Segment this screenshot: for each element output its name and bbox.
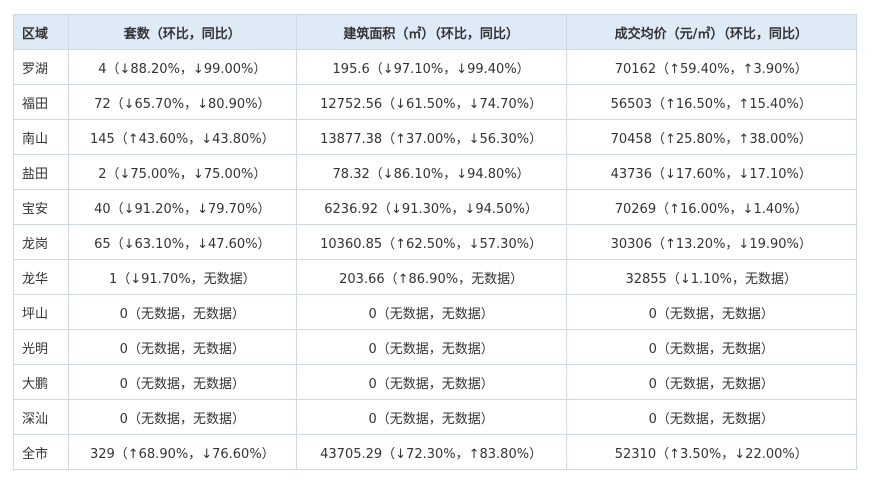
table-cell: 0（无数据，无数据）: [67, 294, 297, 330]
table-cell: 10360.85（↑62.50%，↓57.30%）: [295, 224, 567, 260]
table-cell: 30306（↑13.20%，↓19.90%）: [565, 224, 857, 260]
table-cell: 盐田: [13, 154, 69, 190]
table-cell: 南山: [13, 119, 69, 155]
data-table: 区域 套数（环比，同比） 建筑面积（㎡）（环比，同比） 成交均价（元/㎡）（环比，同比…: [13, 14, 857, 470]
table-cell: 全市: [13, 434, 69, 470]
table-row: 光明 0（无数据，无数据） 0（无数据，无数据） 0（无数据，无数据）: [13, 329, 857, 365]
table-cell: 12752.56（↓61.50%，↓74.70%）: [295, 84, 567, 120]
table-cell: 6236.92（↓91.30%，↓94.50%）: [295, 189, 567, 225]
table-row: 福田 72（↓65.70%，↓80.90%） 12752.56（↓61.50%，↓7…: [13, 84, 857, 120]
table-cell: 0（无数据，无数据）: [565, 399, 857, 435]
table-cell: 福田: [13, 84, 69, 120]
table-cell: 2（↓75.00%，↓75.00%）: [67, 154, 297, 190]
table-cell: 72（↓65.70%，↓80.90%）: [67, 84, 297, 120]
header-cell: 建筑面积（㎡）（环比，同比）: [295, 14, 567, 50]
table-cell: 罗湖: [13, 49, 69, 85]
table-cell: 0（无数据，无数据）: [565, 329, 857, 365]
table-cell: 大鹏: [13, 364, 69, 400]
table-cell: 43705.29（↓72.30%，↑83.80%）: [295, 434, 567, 470]
table-body: 罗湖 4（↓88.20%，↓99.00%） 195.6（↓97.10%，↓99.40…: [13, 49, 857, 470]
table-cell: 0（无数据，无数据）: [295, 294, 567, 330]
table-cell: 0（无数据，无数据）: [67, 399, 297, 435]
table-cell: 光明: [13, 329, 69, 365]
table-cell: 0（无数据，无数据）: [67, 364, 297, 400]
table-cell: 70162（↑59.40%，↑3.90%）: [565, 49, 857, 85]
table-cell: 145（↑43.60%，↓43.80%）: [67, 119, 297, 155]
table-cell: 13877.38（↑37.00%，↓56.30%）: [295, 119, 567, 155]
table-row: 宝安 40（↓91.20%，↓79.70%） 6236.92（↓91.30%，↓94…: [13, 189, 857, 225]
table-cell: 0（无数据，无数据）: [565, 294, 857, 330]
table-cell: 4（↓88.20%，↓99.00%）: [67, 49, 297, 85]
header-cell: 套数（环比，同比）: [67, 14, 297, 50]
table-cell: 0（无数据，无数据）: [295, 399, 567, 435]
table-cell: 0（无数据，无数据）: [295, 364, 567, 400]
table-row: 全市 329（↑68.90%，↓76.60%） 43705.29（↓72.30%，↑…: [13, 434, 857, 470]
table-cell: 深汕: [13, 399, 69, 435]
table-cell: 70269（↑16.00%，↓1.40%）: [565, 189, 857, 225]
table-cell: 56503（↑16.50%，↑15.40%）: [565, 84, 857, 120]
table-row: 南山 145（↑43.60%，↓43.80%） 13877.38（↑37.00%，↓…: [13, 119, 857, 155]
table-cell: 0（无数据，无数据）: [565, 364, 857, 400]
table-row: 龙岗 65（↓63.10%，↓47.60%） 10360.85（↑62.50%，↓5…: [13, 224, 857, 260]
table-row: 大鹏 0（无数据，无数据） 0（无数据，无数据） 0（无数据，无数据）: [13, 364, 857, 400]
table-cell: 龙华: [13, 259, 69, 295]
table-row: 龙华 1（↓91.70%，无数据） 203.66（↑86.90%，无数据） 32855…: [13, 259, 857, 295]
table-cell: 40（↓91.20%，↓79.70%）: [67, 189, 297, 225]
table-cell: 1（↓91.70%，无数据）: [67, 259, 297, 295]
header-row: 区域 套数（环比，同比） 建筑面积（㎡）（环比，同比） 成交均价（元/㎡）（环比，同比…: [13, 14, 857, 50]
table-cell: 32855（↓1.10%，无数据）: [565, 259, 857, 295]
table-cell: 195.6（↓97.10%，↓99.40%）: [295, 49, 567, 85]
table-cell: 宝安: [13, 189, 69, 225]
table-row: 深汕 0（无数据，无数据） 0（无数据，无数据） 0（无数据，无数据）: [13, 399, 857, 435]
header-cell: 成交均价（元/㎡）（环比，同比）: [565, 14, 857, 50]
table-cell: 65（↓63.10%，↓47.60%）: [67, 224, 297, 260]
table-row: 坪山 0（无数据，无数据） 0（无数据，无数据） 0（无数据，无数据）: [13, 294, 857, 330]
header-cell: 区域: [13, 14, 69, 50]
table-cell: 203.66（↑86.90%，无数据）: [295, 259, 567, 295]
table-cell: 龙岗: [13, 224, 69, 260]
table-row: 盐田 2（↓75.00%，↓75.00%） 78.32（↓86.10%，↓94.80…: [13, 154, 857, 190]
table-cell: 70458（↑25.80%，↑38.00%）: [565, 119, 857, 155]
table-cell: 78.32（↓86.10%，↓94.80%）: [295, 154, 567, 190]
table-cell: 43736（↓17.60%，↓17.10%）: [565, 154, 857, 190]
table-cell: 0（无数据，无数据）: [295, 329, 567, 365]
table-cell: 坪山: [13, 294, 69, 330]
table-cell: 329（↑68.90%，↓76.60%）: [67, 434, 297, 470]
table-row: 罗湖 4（↓88.20%，↓99.00%） 195.6（↓97.10%，↓99.40…: [13, 49, 857, 85]
table-cell: 52310（↑3.50%，↓22.00%）: [565, 434, 857, 470]
table-cell: 0（无数据，无数据）: [67, 329, 297, 365]
